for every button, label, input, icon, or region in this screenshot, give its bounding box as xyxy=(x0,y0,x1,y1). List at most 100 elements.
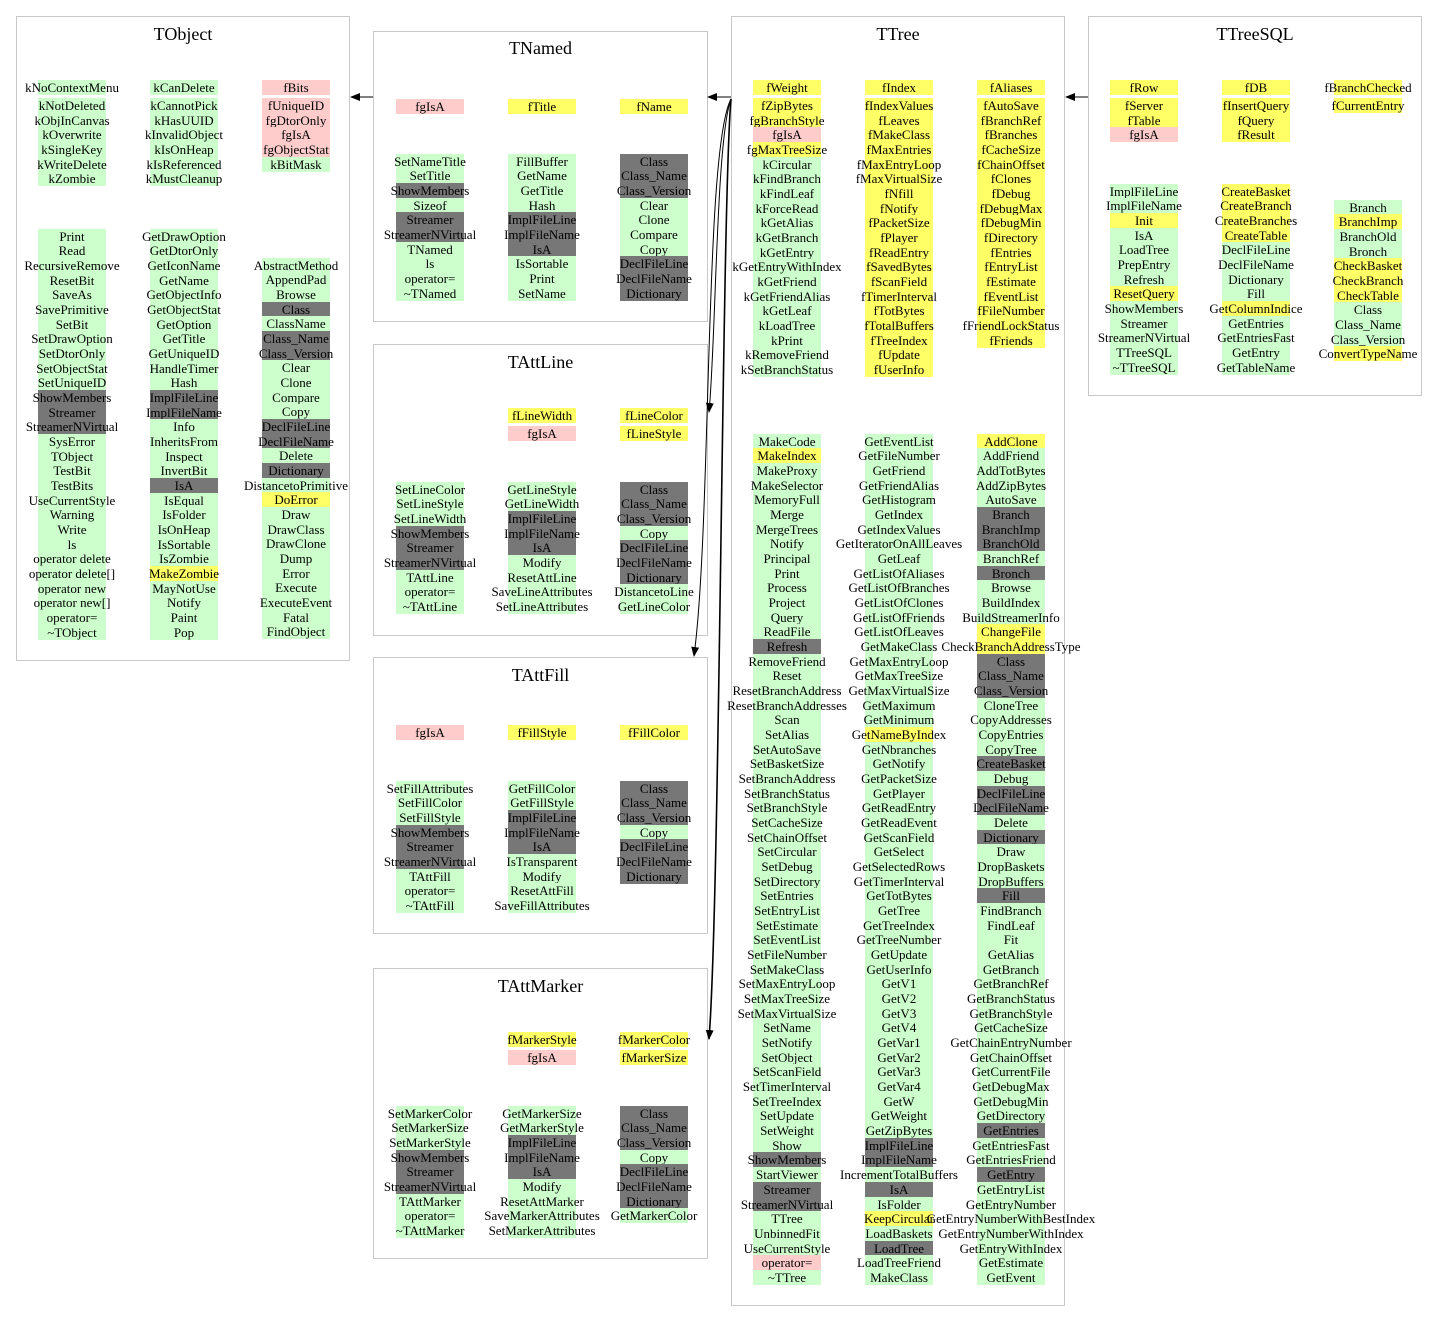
member-label: fIndex xyxy=(882,79,916,95)
member-label: SetMaxVirtualSize xyxy=(737,1005,837,1021)
member-label: ResetAttMarker xyxy=(500,1193,584,1209)
member-label: fWeight xyxy=(766,79,808,95)
method-print: Print xyxy=(753,565,821,581)
member-label: fTimerInterval xyxy=(860,288,938,304)
member-label: kLoadTree xyxy=(758,317,816,333)
method-bronch: Bronch xyxy=(1334,243,1402,259)
method-compare: Compare xyxy=(262,389,330,405)
method-implfileline: ImplFileLine xyxy=(1110,183,1178,199)
member-label: fTable xyxy=(1127,112,1161,128)
member-kbitmask: kBitMask xyxy=(262,156,330,172)
method-copytree: CopyTree xyxy=(977,741,1045,757)
member-label: Fill xyxy=(1001,888,1021,904)
member-label: DeclFileName xyxy=(616,555,692,570)
member-label: Fatal xyxy=(283,609,309,625)
member-label: ~TTreeSQL xyxy=(1112,359,1176,375)
member-label: Dictionary xyxy=(626,868,682,884)
method-addclone: AddClone xyxy=(977,433,1045,449)
member-kfindleaf: kFindLeaf xyxy=(753,185,821,201)
method-gettitle: GetTitle xyxy=(508,183,576,198)
method-streamer: Streamer xyxy=(38,404,106,420)
member-label: kPrint xyxy=(771,332,803,348)
member-label: fChainOffset xyxy=(977,156,1045,172)
member-label: kGetFriendAlias xyxy=(743,288,831,304)
member-label: Dictionary xyxy=(1228,271,1284,287)
member-label: GetSelectedRows xyxy=(852,859,946,875)
member-label: GetDrawOption xyxy=(142,228,226,244)
member-label: SetCircular xyxy=(757,844,817,860)
method-createbranch: CreateBranch xyxy=(1220,198,1292,214)
method-saveprimitive: SavePrimitive xyxy=(35,302,109,317)
member-label: ShowMembers xyxy=(747,1152,827,1168)
method-makecode: MakeCode xyxy=(753,433,821,449)
member-label: fFileNumber xyxy=(977,303,1045,319)
member-label: fMakeClass xyxy=(867,127,931,143)
method-setdebug: SetDebug xyxy=(753,859,821,875)
member-label: fEntryList xyxy=(984,259,1038,275)
member-label: Clear xyxy=(281,360,311,376)
member-label: SetTimerInterval xyxy=(742,1079,832,1095)
member-label: fPlayer xyxy=(880,229,918,245)
method-delete: Delete xyxy=(262,448,330,464)
member-label: DeclFileLine xyxy=(1221,242,1291,258)
method-class-name: Class_Name xyxy=(620,1120,688,1136)
member-label: MakeCode xyxy=(758,433,816,449)
member-label: fMarkerColor xyxy=(617,1031,691,1047)
method-setlinewidth: SetLineWidth xyxy=(394,511,466,526)
method-streamernvirtual: StreamerNVirtual xyxy=(384,227,476,242)
member-fentrylist: fEntryList xyxy=(977,259,1045,275)
member-label: LoadTreeFriend xyxy=(857,1255,942,1271)
method-issortable: IsSortable xyxy=(150,536,218,552)
member-label: LoadTree xyxy=(873,1240,925,1256)
member-label: AbstractMethod xyxy=(253,257,339,273)
member-label: GetFileNumber xyxy=(858,448,940,464)
member-fgbranchstyle: fgBranchStyle xyxy=(749,112,825,128)
member-kprint: kPrint xyxy=(753,332,821,348)
method-showmembers: ShowMembers xyxy=(391,824,469,840)
member-label: SetLineStyle xyxy=(396,496,464,512)
method-declfileline: DeclFileLine xyxy=(620,256,688,272)
method-class: Class xyxy=(620,1105,688,1121)
method-syserror: SysError xyxy=(38,434,106,450)
method-getbranchref: GetBranchRef xyxy=(973,976,1049,992)
member-label: GetTree xyxy=(877,903,921,919)
method-getalias: GetAlias xyxy=(977,947,1045,963)
member-label: ResetBranchAddresses xyxy=(727,697,847,713)
member-label: ResetBranchAddress xyxy=(732,683,842,699)
member-label: Compare xyxy=(272,389,320,405)
member-label: GetTableName xyxy=(1216,359,1296,375)
method-autosave: AutoSave xyxy=(977,492,1045,508)
member-label: fgIsA xyxy=(281,127,311,143)
method-setbit: SetBit xyxy=(38,316,106,332)
method-copy: Copy xyxy=(620,1149,688,1165)
method-setobjectstat: SetObjectStat xyxy=(36,360,108,376)
member-label: GetTitle xyxy=(162,331,206,347)
method-getdtoronly: GetDtorOnly xyxy=(150,243,218,259)
member-kinvalidobject: kInvalidObject xyxy=(145,127,223,143)
member-label: BranchOld xyxy=(982,536,1040,552)
method-classname: ClassName xyxy=(262,316,330,332)
member-label: SetEntries xyxy=(760,888,814,904)
method-compare: Compare xyxy=(620,227,688,242)
method-isequal: IsEqual xyxy=(150,492,218,508)
member-label: CreateTable xyxy=(1224,227,1288,243)
method-bronch: Bronch xyxy=(977,565,1045,581)
class-box-tattmarker: TAttMarker fMarkerStyle fgIsA fMarkerColor f… xyxy=(373,968,708,1259)
member-label: operator new[] xyxy=(33,595,111,611)
method-getmarkerstyle: GetMarkerStyle xyxy=(500,1120,584,1136)
method-declfilename: DeclFileName xyxy=(616,271,692,287)
member-label: IsA xyxy=(532,1164,552,1180)
member-label: TestBit xyxy=(53,463,91,479)
method-gettreeindex: GetTreeIndex xyxy=(863,917,935,933)
member-label: kInvalidObject xyxy=(145,127,223,143)
method-getlistofbranches: GetListOfBranches xyxy=(848,580,950,596)
member-label: GetHistogram xyxy=(862,492,936,508)
method-implfilename: ImplFileName xyxy=(861,1152,937,1168)
method-getzipbytes: GetZipBytes xyxy=(865,1123,933,1139)
method-branch: Branch xyxy=(1334,199,1402,215)
member-label: fDB xyxy=(1244,79,1268,95)
member-label: GetMarkerColor xyxy=(610,1208,698,1224)
member-label: SetObject xyxy=(761,1049,813,1065)
member-label: Execute xyxy=(275,580,317,596)
method-dropbuffers: DropBuffers xyxy=(977,873,1045,889)
